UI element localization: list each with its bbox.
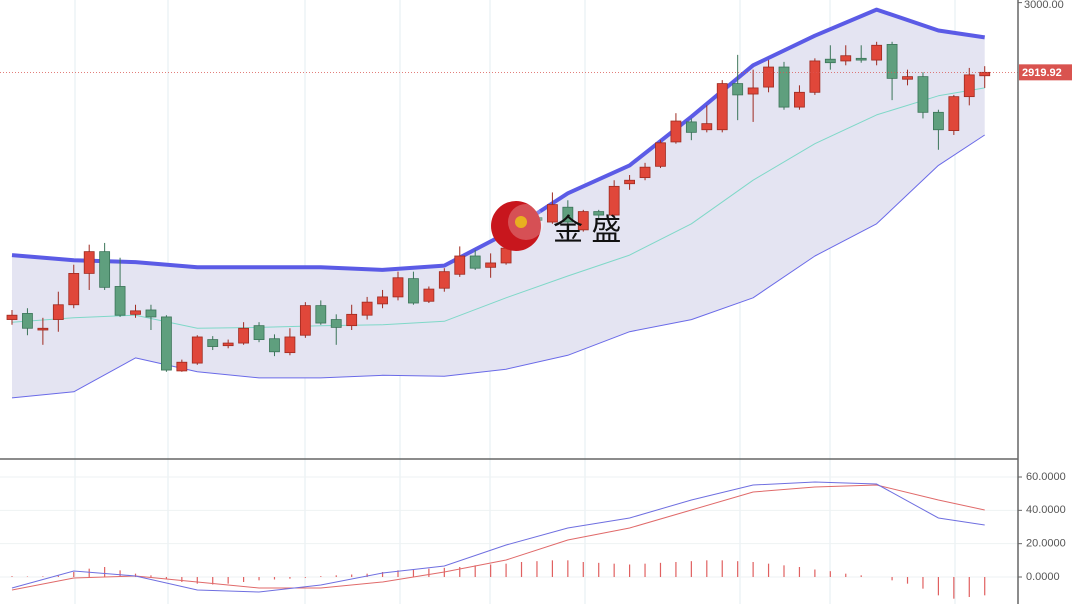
candle-body	[485, 262, 497, 268]
candle-body	[68, 273, 80, 306]
candle-body	[763, 66, 774, 88]
candle-body	[778, 66, 790, 108]
candle-body	[299, 305, 311, 336]
candle-body	[346, 313, 358, 327]
candle-body	[809, 60, 821, 93]
candle-body	[593, 211, 605, 216]
logo	[491, 201, 544, 251]
candle-body	[52, 304, 64, 320]
candle-body	[547, 204, 558, 223]
logo-circle	[491, 201, 541, 251]
candle-body	[655, 142, 666, 167]
candle-body	[716, 83, 728, 131]
candle-body	[685, 121, 697, 133]
candle-body	[500, 247, 512, 264]
candle-body	[37, 327, 49, 331]
candle-body	[794, 91, 805, 108]
last-price-tag	[1019, 64, 1072, 81]
candle-body	[423, 288, 435, 302]
y-tick-label: 3000.00	[1024, 0, 1064, 11]
candle-body	[438, 271, 450, 289]
candle-body	[933, 111, 944, 131]
y-tick-label: 20.0000	[1026, 538, 1066, 550]
candle-body	[114, 286, 126, 316]
candle-body	[99, 251, 111, 288]
candle-body	[269, 338, 280, 353]
candle-body	[83, 251, 95, 274]
y-tick-label: 0.0000	[1026, 571, 1060, 583]
dea-line	[11, 484, 985, 591]
candle-body	[22, 313, 33, 329]
candle-body	[222, 342, 234, 347]
candle-body	[207, 339, 219, 347]
y-tick-label: 60.0000	[1026, 471, 1066, 483]
candle-body	[408, 278, 419, 304]
candle-body	[315, 305, 327, 324]
last-price-label: 2919.92	[1022, 67, 1062, 79]
candle-body	[902, 76, 913, 80]
candle-body	[160, 316, 172, 371]
candle-body	[284, 336, 296, 354]
candle-body	[191, 336, 203, 364]
band-area	[12, 9, 985, 398]
candle-body	[6, 314, 18, 320]
candle-body	[176, 361, 188, 372]
candle-body	[732, 83, 744, 96]
candle-body	[670, 120, 682, 143]
candle-body	[130, 310, 141, 315]
candle-body	[747, 87, 759, 95]
candle-body	[639, 166, 651, 179]
middle-band	[11, 87, 985, 329]
candle-body	[917, 76, 929, 113]
candle-body	[361, 301, 373, 316]
dif-line	[11, 481, 985, 593]
candle-body	[624, 179, 635, 185]
candle-body	[145, 309, 157, 318]
candle-body	[824, 58, 836, 64]
candle-body	[377, 296, 388, 305]
candle-body	[886, 44, 898, 79]
candle-body	[963, 74, 975, 98]
candle-body	[577, 211, 589, 231]
candle-body	[469, 255, 481, 269]
candle-body	[979, 71, 991, 77]
candle-body	[608, 185, 620, 216]
watermark: 金 盛	[553, 214, 621, 247]
candle-body	[948, 96, 960, 132]
candle-body	[871, 44, 883, 61]
candle-body	[701, 123, 713, 131]
plot-layer	[0, 2, 1022, 599]
candle-body	[562, 206, 574, 223]
candle-body	[253, 325, 265, 340]
candle-body	[855, 57, 867, 61]
candle-body	[392, 277, 404, 298]
candle-body	[840, 55, 852, 62]
logo-dot	[515, 216, 527, 228]
candle-body	[330, 319, 342, 328]
candle-body	[238, 327, 250, 344]
candle-body	[454, 255, 466, 275]
y-tick-label: 40.0000	[1026, 504, 1066, 516]
